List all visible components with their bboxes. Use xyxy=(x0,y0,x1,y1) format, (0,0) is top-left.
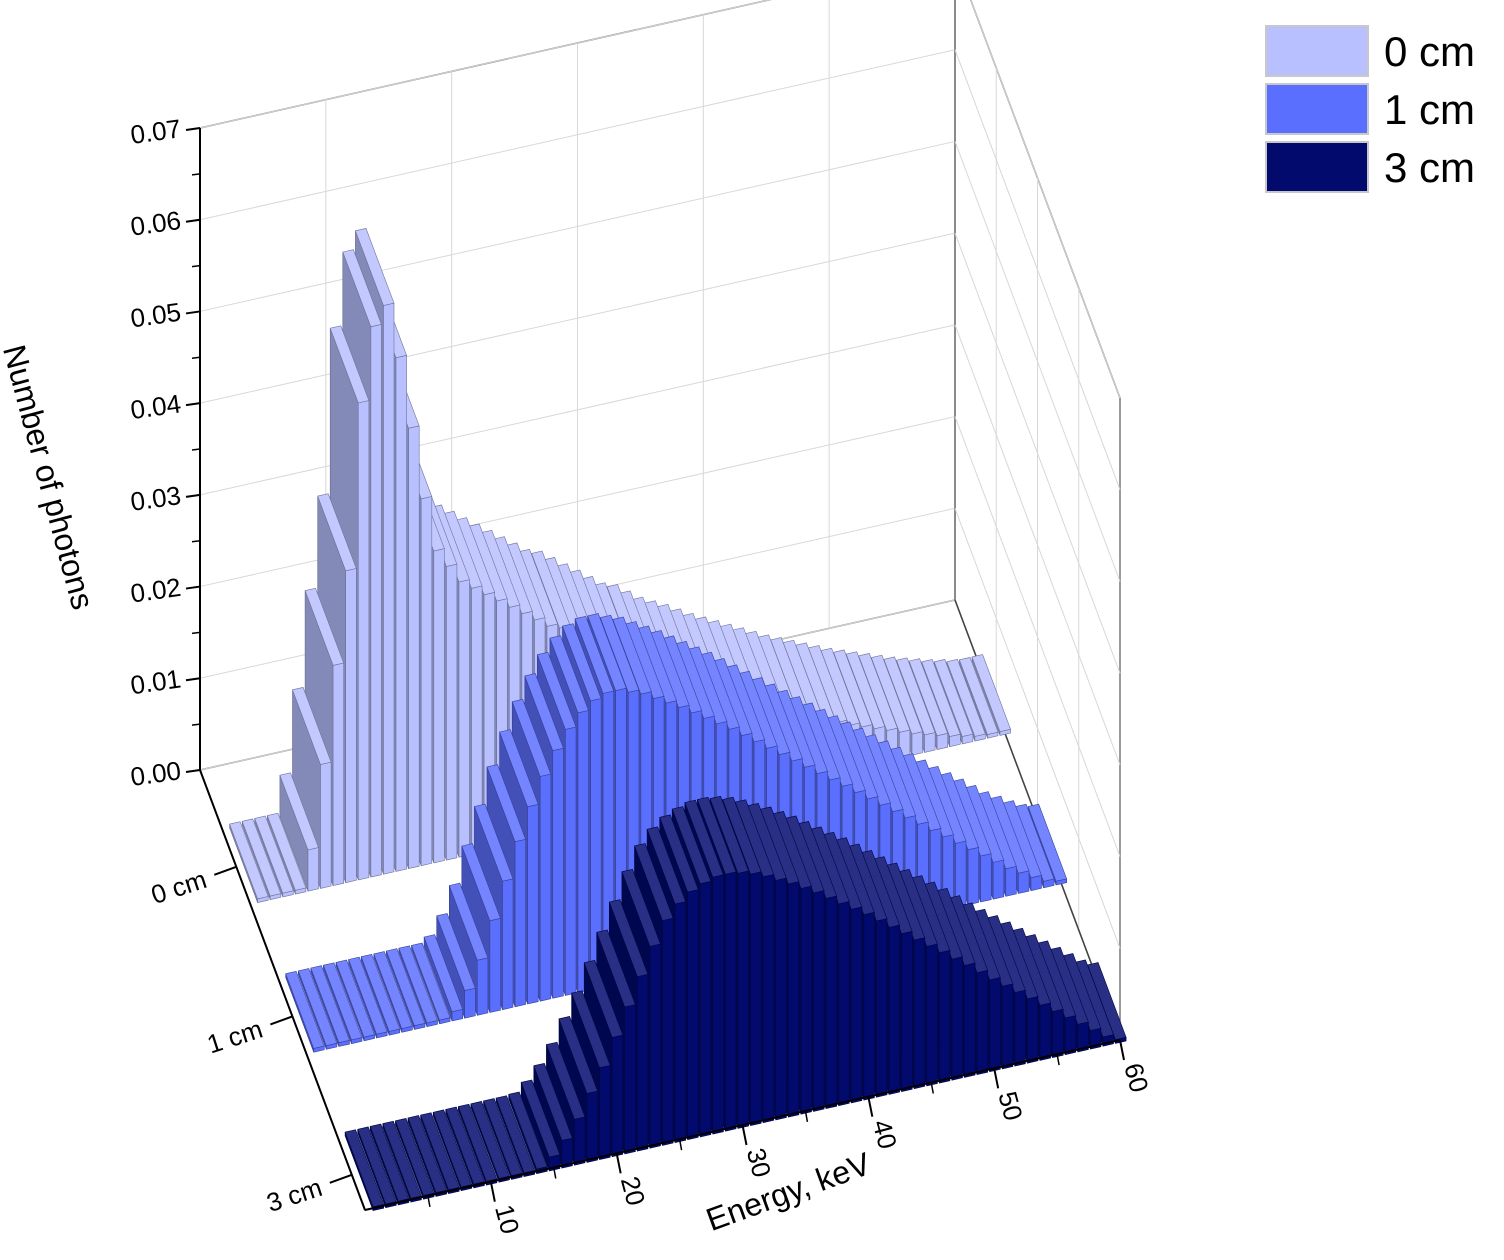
y-tick-5 xyxy=(185,310,201,315)
x-tick-label-4: 50 xyxy=(992,1088,1028,1124)
depth-tick-0 xyxy=(213,865,237,876)
bar-1-3 xyxy=(322,962,363,1045)
bar-2-10 xyxy=(470,1101,510,1183)
x-tick-5 xyxy=(427,1195,431,1207)
y-minor-tick-0 xyxy=(191,723,201,726)
x-tick-15 xyxy=(553,1167,557,1179)
bar-2-0 xyxy=(344,1129,385,1211)
legend-label-3cm: 3 cm xyxy=(1384,144,1475,191)
bar-0-4 xyxy=(279,772,319,892)
bar-0-58 xyxy=(958,657,999,739)
y-tick-4 xyxy=(185,402,201,407)
bar-2-11 xyxy=(483,1098,523,1180)
bar-2-8 xyxy=(445,1106,485,1189)
y-minor-tick-4 xyxy=(191,356,201,360)
x-tick-40 xyxy=(867,1096,874,1117)
y-tick-label-7: 0.07 xyxy=(129,113,183,150)
bar-1-10 xyxy=(411,942,451,1025)
bar-0-0 xyxy=(229,821,269,903)
bar-1-7 xyxy=(373,951,413,1033)
x-tick-30 xyxy=(741,1124,748,1146)
x-tick-50 xyxy=(993,1068,1000,1089)
x-tick-35 xyxy=(804,1110,809,1122)
legend-swatch-0cm xyxy=(1265,25,1369,77)
y-minor-tick-3 xyxy=(191,448,201,451)
bar-2-6 xyxy=(420,1112,460,1194)
x-tick-25 xyxy=(678,1139,683,1151)
bar-1-9 xyxy=(398,945,438,1028)
y-tick-label-5: 0.05 xyxy=(129,297,183,334)
depth-tick-label-1: 1 cm xyxy=(203,1014,266,1060)
bar-2-1 xyxy=(357,1126,397,1209)
bar-2-4 xyxy=(394,1118,435,1200)
x-tick-label-3: 40 xyxy=(867,1116,903,1152)
depth-axis-line xyxy=(199,769,366,1211)
x-tick-45 xyxy=(930,1082,934,1094)
legend-label-1cm: 1 cm xyxy=(1384,86,1475,133)
chart-bars xyxy=(229,228,1127,1211)
y-tick-label-1: 0.01 xyxy=(129,664,183,701)
bar-1-12 xyxy=(436,913,476,1019)
x-tick-label-1: 20 xyxy=(615,1173,651,1209)
bar-2-13 xyxy=(508,1091,548,1175)
bar-0-2 xyxy=(254,815,294,898)
depth-tick-2 xyxy=(329,1173,353,1184)
bar-0-59 xyxy=(971,654,1012,736)
bar-1-4 xyxy=(335,959,376,1042)
legend-label-0cm: 0 cm xyxy=(1384,28,1475,75)
y-tick-6 xyxy=(185,218,201,223)
depth-tick-1 xyxy=(270,1015,293,1026)
bar-2-3 xyxy=(382,1120,422,1203)
x-tick-label-5: 60 xyxy=(1118,1060,1154,1096)
y-tick-3 xyxy=(185,493,201,498)
y-tick-2 xyxy=(185,585,201,590)
x-axis-title: Energy, keV xyxy=(701,1145,875,1238)
bar-1-0 xyxy=(285,970,325,1053)
depth-tick-label-2: 3 cm xyxy=(263,1172,326,1218)
series-2 xyxy=(344,795,1127,1211)
y-tick-label-2: 0.02 xyxy=(129,572,183,609)
legend: 0 cm 1 cm 3 cm xyxy=(1265,25,1475,193)
y-tick-label-0: 0.00 xyxy=(129,755,183,792)
depth-tick-label-0: 0 cm xyxy=(147,864,210,910)
y-tick-7 xyxy=(185,127,201,131)
bar-1-5 xyxy=(348,956,388,1039)
y-tick-1 xyxy=(185,677,201,682)
bar-1-8 xyxy=(385,948,426,1030)
y-minor-tick-5 xyxy=(191,264,201,268)
y-minor-tick-6 xyxy=(191,173,201,176)
series-1 xyxy=(285,613,1068,1053)
y-tick-label-4: 0.04 xyxy=(129,388,183,425)
bar-0-1 xyxy=(241,818,282,901)
x-tick-10 xyxy=(489,1181,496,1202)
x-tick-20 xyxy=(615,1153,622,1174)
y-axis-title: Number of photons xyxy=(0,341,101,613)
bar-0-3 xyxy=(266,812,307,895)
y-tick-0 xyxy=(185,769,201,773)
x-tick-label-2: 30 xyxy=(741,1145,777,1181)
x-tick-60 xyxy=(1119,1039,1125,1061)
bar-2-12 xyxy=(495,1095,536,1177)
y-tick-label-3: 0.03 xyxy=(129,480,183,517)
bar-2-15 xyxy=(533,1063,573,1169)
y-tick-label-6: 0.06 xyxy=(129,205,183,242)
y-minor-tick-2 xyxy=(191,539,201,543)
x-tick-label-0: 10 xyxy=(489,1201,525,1237)
legend-swatch-1cm xyxy=(1265,83,1369,135)
y-minor-tick-1 xyxy=(191,631,201,635)
x-tick-55 xyxy=(1056,1054,1060,1066)
bar-1-1 xyxy=(297,968,338,1050)
legend-swatch-3cm xyxy=(1265,141,1369,193)
bar-1-2 xyxy=(310,965,350,1047)
chart-axes: 0.00 0.01 0.02 0.03 0.04 0.05 0.06 0.07 0 cm 1 cm… xyxy=(129,113,1155,1237)
bar-1-6 xyxy=(360,953,401,1036)
bar-1-11 xyxy=(423,934,464,1022)
